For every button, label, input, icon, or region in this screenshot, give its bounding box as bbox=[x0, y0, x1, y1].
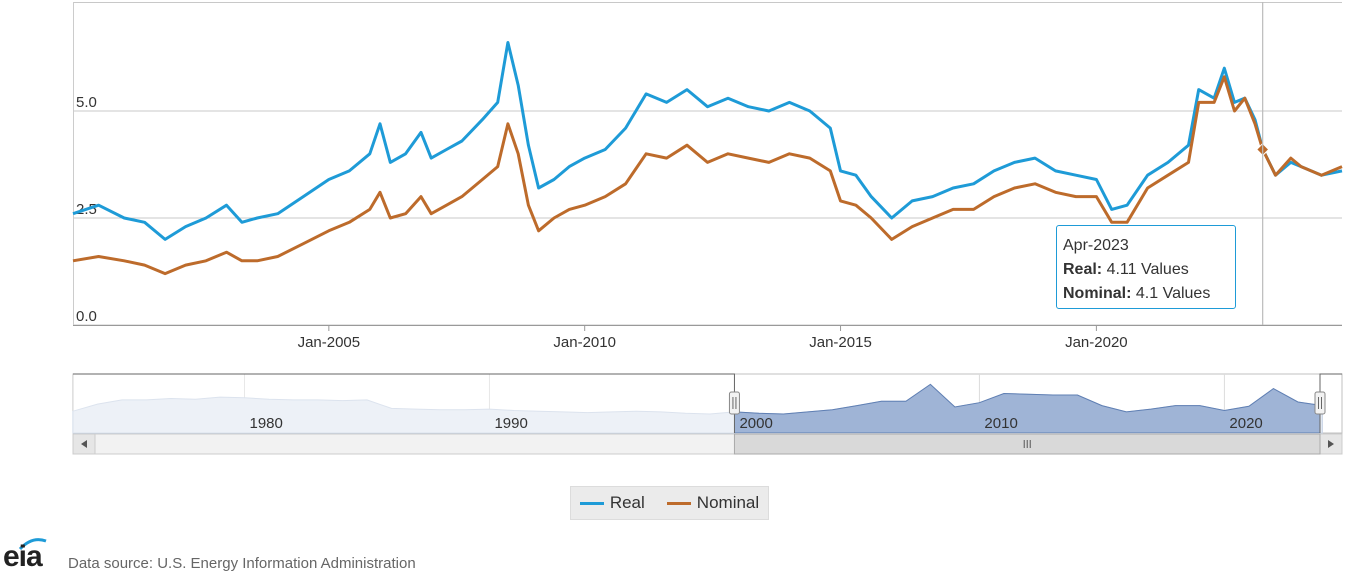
tooltip-date: Apr-2023 bbox=[1063, 237, 1129, 254]
handle-body bbox=[728, 391, 740, 415]
x-tick-label: Jan-2005 bbox=[298, 334, 361, 351]
navigator-tick-label: 2000 bbox=[739, 415, 772, 432]
x-tick-label: Jan-2010 bbox=[553, 334, 616, 351]
tooltip-real-label: Real: bbox=[1063, 261, 1103, 278]
legend-swatch-nominal bbox=[666, 501, 691, 505]
scrollbar[interactable] bbox=[72, 433, 1343, 455]
legend: Real Nominal bbox=[570, 486, 769, 520]
navigator-handle-left[interactable] bbox=[728, 391, 740, 415]
navigator[interactable]: 1980 1990 2000 2010 2020 bbox=[72, 373, 1343, 434]
x-tick-label: Jan-2015 bbox=[809, 334, 872, 351]
tooltip-real: Real: 4.11 Values bbox=[1063, 258, 1229, 282]
navigator-tick-label: 1990 bbox=[494, 415, 527, 432]
navigator-tick-label: 1980 bbox=[249, 415, 282, 432]
navigator-mask-left bbox=[73, 374, 735, 433]
legend-label-nominal: Nominal bbox=[696, 493, 760, 512]
data-source: Data source: U.S. Energy Information Adm… bbox=[68, 555, 416, 572]
scrollbar-left-button[interactable] bbox=[72, 433, 96, 455]
scrollbar-right-button[interactable] bbox=[1319, 433, 1343, 455]
y-tick-label: 5.0 bbox=[76, 94, 97, 111]
tooltip: Apr-2023 Real: 4.11 Values Nominal: 4.1 … bbox=[1056, 225, 1236, 309]
legend-label-real: Real bbox=[609, 493, 645, 512]
footer: eia Data source: U.S. Energy Information… bbox=[0, 538, 600, 575]
tooltip-real-value: 4.11 Values bbox=[1106, 261, 1189, 278]
legend-item-real[interactable]: Real bbox=[579, 493, 645, 513]
navigator-tick-label: 2010 bbox=[984, 415, 1017, 432]
series-line-nominal bbox=[72, 75, 1343, 276]
grid-lines bbox=[73, 2, 1342, 326]
arrow-left-icon bbox=[81, 440, 87, 448]
series-line-real bbox=[72, 41, 1343, 241]
legend-swatch-real bbox=[579, 501, 604, 505]
x-tick-label: Jan-2020 bbox=[1065, 334, 1128, 351]
navigator-tick-label: 2020 bbox=[1229, 415, 1262, 432]
scrollbar-thumb[interactable] bbox=[733, 433, 1321, 455]
navigator-handle-right[interactable] bbox=[1314, 391, 1326, 415]
legend-item-nominal[interactable]: Nominal bbox=[666, 493, 760, 513]
arrow-right-icon bbox=[1328, 440, 1334, 448]
tooltip-nominal-value: 4.1 Values bbox=[1135, 285, 1211, 302]
x-axis: Jan-2005 Jan-2010 Jan-2015 Jan-2020 bbox=[298, 325, 1128, 351]
chart-svg: 0.02.55.0 Jan-2005 Jan-2010 Jan-2015 Jan-20… bbox=[72, 2, 1343, 455]
eia-logo[interactable]: eia bbox=[3, 540, 43, 573]
y-tick-label: 0.0 bbox=[76, 308, 97, 325]
handle-body bbox=[1314, 391, 1326, 415]
tooltip-nominal-label: Nominal: bbox=[1063, 285, 1132, 302]
tooltip-nominal: Nominal: 4.1 Values bbox=[1063, 282, 1229, 306]
eia-swoosh-icon bbox=[18, 538, 47, 550]
navigator-area-selected bbox=[734, 383, 1320, 433]
